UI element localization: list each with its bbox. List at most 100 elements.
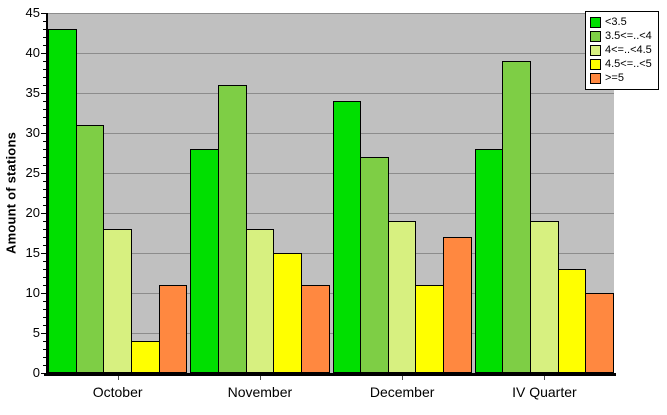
y-major-tick: [41, 213, 46, 214]
y-minor-tick: [43, 349, 46, 350]
legend-items: <3.5 3.5<=..<4 4<=..<4.5 4.5<=..<5 >=5: [590, 16, 652, 85]
plot-area: [48, 13, 615, 373]
y-minor-tick: [43, 317, 46, 318]
bar: [75, 125, 105, 373]
bar-group: [332, 13, 472, 373]
y-tick-label: 40: [25, 45, 40, 60]
y-tick-label: 45: [25, 5, 40, 20]
x-category-label: IV Quarter: [512, 384, 577, 400]
gridline: [48, 133, 614, 134]
y-axis-title: Amount of stations: [3, 131, 19, 255]
y-minor-tick: [43, 277, 46, 278]
legend-series-label: <3.5: [605, 16, 627, 28]
legend-swatch: [590, 31, 601, 42]
legend-row: <3.5: [590, 16, 652, 29]
x-tick: [402, 376, 404, 380]
bar: [530, 221, 559, 373]
legend-row: 3.5<=..<4: [590, 30, 652, 43]
y-minor-tick: [43, 101, 46, 102]
y-major-tick: [41, 253, 46, 254]
gridline: [48, 333, 614, 334]
bar: [360, 157, 389, 373]
bar: [103, 229, 132, 373]
y-minor-tick: [43, 29, 46, 30]
y-minor-tick: [43, 325, 46, 326]
y-major-tick: [41, 93, 46, 94]
bars-layer: [48, 13, 615, 373]
legend-swatch: [590, 73, 601, 84]
y-minor-tick: [43, 229, 46, 230]
gridline: [48, 93, 614, 94]
y-minor-tick: [43, 261, 46, 262]
bar: [502, 61, 532, 373]
y-minor-tick: [43, 61, 46, 62]
y-minor-tick: [43, 245, 46, 246]
bar: [332, 101, 362, 373]
y-minor-tick: [43, 341, 46, 342]
legend-row: 4<=..<4.5: [590, 44, 652, 57]
x-category-label: December: [369, 384, 435, 400]
legend-series-label: 4<=..<4.5: [605, 44, 652, 56]
bar: [585, 293, 615, 373]
y-tick-label: 5: [32, 325, 40, 340]
y-minor-tick: [43, 141, 46, 142]
bar: [557, 269, 587, 373]
legend: <3.5 3.5<=..<4 4<=..<4.5 4.5<=..<5 >=5: [585, 11, 659, 90]
bar: [48, 29, 77, 373]
y-major-tick: [41, 53, 46, 54]
bar: [415, 285, 445, 373]
y-minor-tick: [43, 21, 46, 22]
bar: [130, 341, 160, 373]
y-minor-tick: [43, 237, 46, 238]
legend-swatch: [590, 45, 601, 56]
gridline: [48, 53, 614, 54]
y-tick-label: 20: [25, 205, 40, 220]
gridline: [48, 173, 614, 174]
y-major-tick: [41, 133, 46, 134]
x-axis-line: [44, 373, 616, 376]
y-minor-tick: [43, 85, 46, 86]
bar: [474, 149, 504, 373]
legend-row: >=5: [590, 72, 652, 85]
y-minor-tick: [43, 165, 46, 166]
y-minor-tick: [43, 69, 46, 70]
x-category-cell: October: [48, 376, 187, 400]
y-minor-tick: [43, 285, 46, 286]
y-minor-tick: [43, 37, 46, 38]
bar: [217, 85, 247, 373]
x-category-cell: November: [190, 376, 329, 400]
x-tick: [259, 376, 261, 380]
y-tick-label: 25: [25, 165, 40, 180]
y-axis-title-wrap: Amount of stations: [2, 13, 20, 373]
legend-swatch: [590, 17, 601, 28]
y-minor-tick: [43, 309, 46, 310]
y-minor-tick: [43, 221, 46, 222]
y-major-tick: [41, 333, 46, 334]
y-tick-label: 10: [25, 285, 40, 300]
x-tick: [544, 376, 546, 380]
y-minor-tick: [43, 125, 46, 126]
y-minor-tick: [43, 77, 46, 78]
y-minor-tick: [43, 109, 46, 110]
bar-group: [48, 13, 188, 373]
y-tick-label: 0: [32, 365, 40, 380]
y-minor-tick: [43, 301, 46, 302]
y-axis-line: [46, 13, 48, 374]
bar-group: [474, 13, 615, 373]
x-category-label: November: [227, 384, 293, 400]
y-minor-tick: [43, 189, 46, 190]
bar: [158, 285, 188, 373]
y-major-tick: [41, 13, 46, 14]
gridline: [48, 253, 614, 254]
legend-series-label: 3.5<=..<4: [605, 30, 652, 42]
gridline: [48, 13, 614, 14]
y-minor-tick: [43, 205, 46, 206]
y-tick-label: 35: [25, 85, 40, 100]
x-category-label: October: [92, 384, 143, 400]
y-minor-tick: [43, 357, 46, 358]
bar: [443, 237, 472, 373]
x-category-cell: December: [333, 376, 472, 400]
legend-series-label: >=5: [605, 72, 624, 84]
x-category-cell: IV Quarter: [475, 376, 614, 400]
